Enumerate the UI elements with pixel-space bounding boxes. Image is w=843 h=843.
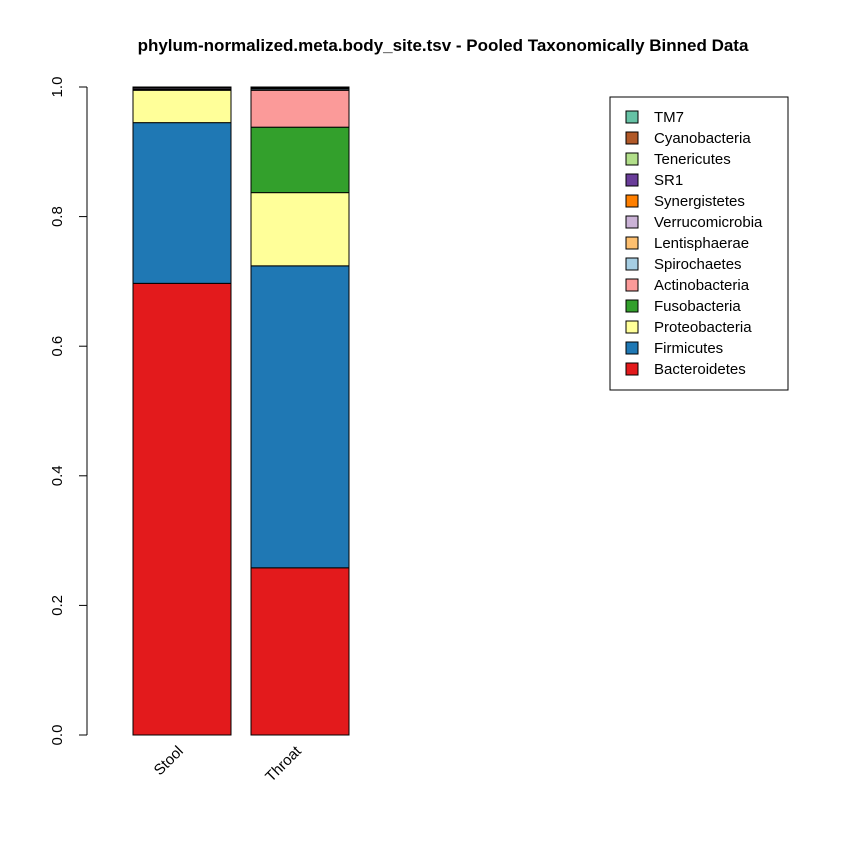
legend-label-firmicutes: Firmicutes xyxy=(654,340,723,357)
y-tick-label: 0.2 xyxy=(49,595,66,616)
legend-swatch-tenericutes xyxy=(625,152,639,166)
legend-box xyxy=(609,96,789,391)
legend-label-tenericutes: Tenericutes xyxy=(654,151,731,168)
y-tick-label: 0.4 xyxy=(49,465,66,486)
legend-swatch-cyanobacteria xyxy=(625,131,639,145)
legend-swatch-tm7 xyxy=(625,110,639,124)
x-tick-label-throat: Throat xyxy=(262,742,305,785)
legend-label-tm7: TM7 xyxy=(654,109,684,126)
legend-label-synergistetes: Synergistetes xyxy=(654,193,745,210)
bar-segment-throat-bacteroidetes xyxy=(250,567,350,736)
legend-label-proteobacteria: Proteobacteria xyxy=(654,319,752,336)
legend-swatch-bacteroidetes xyxy=(625,362,639,376)
bar-segment-throat-fusobacteria xyxy=(250,126,350,194)
y-axis: 0.0 0.2 0.4 0.6 0.8 1.0 xyxy=(49,77,88,746)
legend-label-lentisphaerae: Lentisphaerae xyxy=(654,235,749,252)
bar-segment-stool-proteobacteria xyxy=(132,89,232,124)
y-tick-label: 0.8 xyxy=(49,206,66,227)
bar-outline-throat xyxy=(250,86,350,736)
legend: TM7 Cyanobacteria Tenericutes SR1 Synergiste… xyxy=(609,96,789,391)
legend-label-fusobacteria: Fusobacteria xyxy=(654,298,741,315)
legend-label-cyanobacteria: Cyanobacteria xyxy=(654,130,751,147)
y-tick-label: 1.0 xyxy=(49,77,66,98)
legend-swatch-lentisphaerae xyxy=(625,236,639,250)
bar-segment-throat-proteobacteria xyxy=(250,192,350,267)
legend-label-sr1: SR1 xyxy=(654,172,683,189)
bar-segment-throat-actinobacteria xyxy=(250,89,350,128)
bar-outline-stool xyxy=(132,86,232,736)
chart-title: phylum-normalized.meta.body_site.tsv - P… xyxy=(138,36,749,55)
bar-segment-throat-firmicutes xyxy=(250,265,350,569)
legend-swatch-fusobacteria xyxy=(625,299,639,313)
legend-swatch-verrucomicrobia xyxy=(625,215,639,229)
legend-label-verrucomicrobia: Verrucomicrobia xyxy=(654,214,763,231)
y-tick-label: 0.6 xyxy=(49,336,66,357)
bar-segment-stool-firmicutes xyxy=(132,122,232,284)
legend-label-spirochaetes: Spirochaetes xyxy=(654,256,742,273)
legend-swatch-sr1 xyxy=(625,173,639,187)
bar-segment-stool-bacteroidetes xyxy=(132,282,232,736)
bars xyxy=(132,86,350,736)
x-tick-label-stool: Stool xyxy=(151,743,187,779)
legend-swatch-synergistetes xyxy=(625,194,639,208)
legend-swatch-firmicutes xyxy=(625,341,639,355)
legend-label-actinobacteria: Actinobacteria xyxy=(654,277,750,294)
legend-label-bacteroidetes: Bacteroidetes xyxy=(654,361,746,378)
legend-swatch-actinobacteria xyxy=(625,278,639,292)
legend-swatch-proteobacteria xyxy=(625,320,639,334)
legend-swatch-spirochaetes xyxy=(625,257,639,271)
x-axis-labels: Stool Throat xyxy=(151,742,306,785)
y-tick-label: 0.0 xyxy=(49,725,66,746)
